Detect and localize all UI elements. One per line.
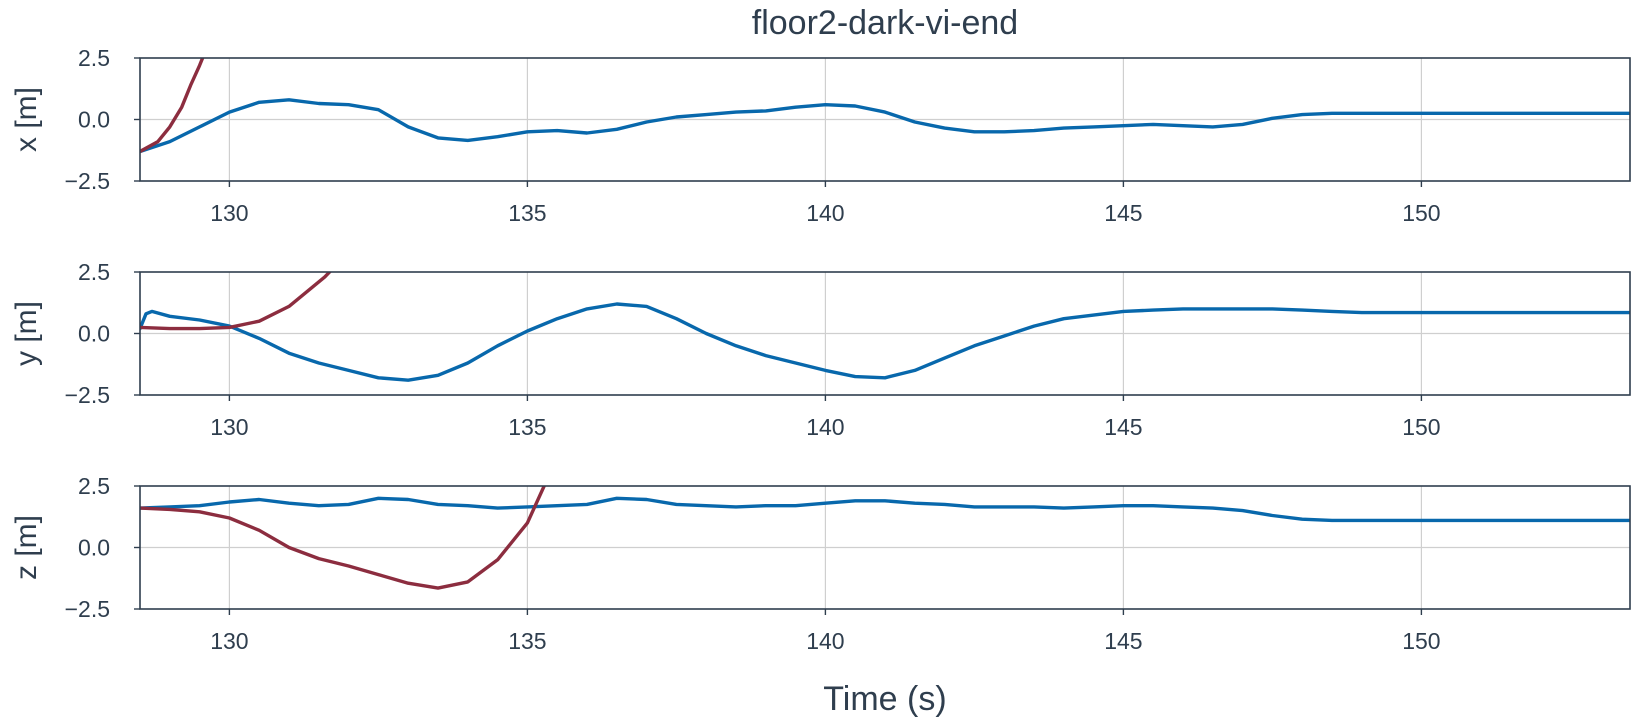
subplot-z: 130 135 140 145 150 2.5 0.0 −2.5 z [m] bbox=[10, 473, 1631, 654]
x-axis-label: Time (s) bbox=[823, 680, 946, 718]
series-line-blue bbox=[140, 302, 1630, 382]
subplot-y: 130 135 140 145 150 2.5 0.0 −2.5 y [m] bbox=[10, 259, 1631, 440]
y-axis-label: y [m] bbox=[10, 301, 43, 366]
series-line-red bbox=[140, 486, 547, 590]
series-line-blue bbox=[140, 496, 1630, 523]
axes-frame bbox=[139, 271, 1631, 396]
x-tick-label: 140 bbox=[806, 628, 844, 654]
x-tick-label: 150 bbox=[1402, 414, 1440, 440]
x-tick-label: 150 bbox=[1402, 628, 1440, 654]
x-tick-label: 130 bbox=[210, 200, 248, 226]
x-tick-label: 135 bbox=[508, 628, 546, 654]
y-tick-label: 2.5 bbox=[78, 259, 110, 285]
y-tick-label: 2.5 bbox=[78, 473, 110, 499]
y-axis-label: z [m] bbox=[10, 515, 43, 580]
x-tick-label: 130 bbox=[210, 628, 248, 654]
x-tick-label: 130 bbox=[210, 414, 248, 440]
subplot-x: 130 135 140 145 150 2.5 0.0 −2.5 x [m] bbox=[10, 45, 1631, 226]
y-tick-label: 0.0 bbox=[78, 107, 110, 133]
y-tick-label: 0.0 bbox=[78, 321, 110, 347]
y-axis-label: x [m] bbox=[10, 87, 43, 152]
x-tick-label: 145 bbox=[1104, 628, 1142, 654]
y-tick-label: −2.5 bbox=[65, 382, 110, 408]
series-line-blue bbox=[140, 98, 1630, 154]
y-tick-label: −2.5 bbox=[65, 168, 110, 194]
axes-frame bbox=[139, 57, 1631, 182]
x-tick-label: 140 bbox=[806, 200, 844, 226]
x-tick-label: 140 bbox=[806, 414, 844, 440]
series-line-red bbox=[140, 58, 205, 154]
x-tick-label: 145 bbox=[1104, 414, 1142, 440]
chart-title: floor2-dark-vi-end bbox=[752, 4, 1018, 42]
y-tick-label: −2.5 bbox=[65, 596, 110, 622]
x-tick-label: 150 bbox=[1402, 200, 1440, 226]
y-tick-label: 2.5 bbox=[78, 45, 110, 71]
x-tick-label: 145 bbox=[1104, 200, 1142, 226]
x-tick-label: 135 bbox=[508, 414, 546, 440]
x-tick-label: 135 bbox=[508, 200, 546, 226]
series-line-red bbox=[140, 272, 332, 331]
y-tick-label: 0.0 bbox=[78, 535, 110, 561]
axes-frame bbox=[139, 485, 1631, 610]
